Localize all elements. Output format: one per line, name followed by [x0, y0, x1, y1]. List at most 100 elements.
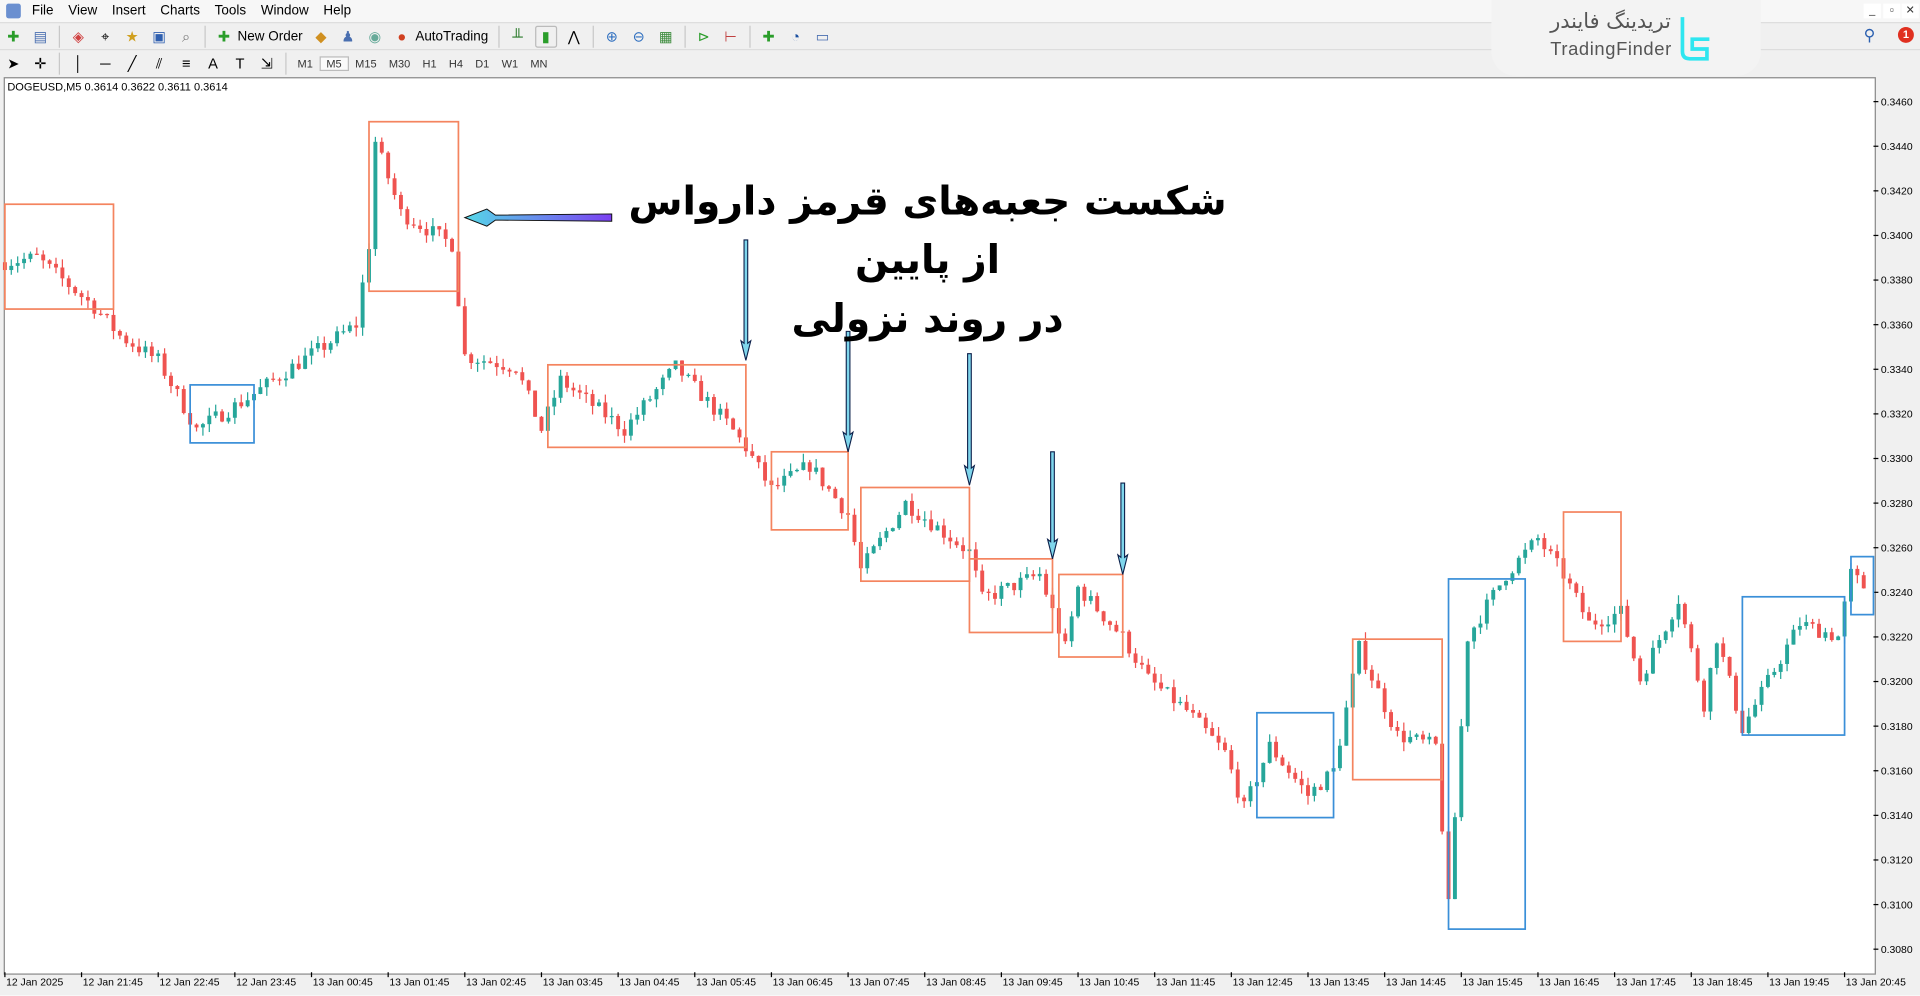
- chart-header: DOGEUSD,M5 0.3614 0.3622 0.3611 0.3614: [7, 80, 228, 94]
- candle-body: [1139, 662, 1144, 665]
- menu-help[interactable]: Help: [323, 3, 352, 19]
- candle-body: [1599, 624, 1604, 627]
- x-tick-label: 13 Jan 10:45: [1079, 978, 1139, 989]
- candle-body: [1312, 786, 1317, 796]
- candle-body: [156, 353, 161, 357]
- candle-body: [1171, 687, 1176, 704]
- autotrading-icon[interactable]: ●: [397, 28, 407, 46]
- candle-body: [628, 419, 633, 436]
- vertical-line-icon[interactable]: │: [73, 55, 83, 73]
- minimize-button[interactable]: _: [1863, 3, 1881, 19]
- candle-body: [954, 541, 959, 546]
- divider: [58, 52, 61, 75]
- navigator-icon[interactable]: ★: [125, 28, 139, 46]
- candle-body: [1389, 712, 1394, 728]
- candlestick-icon[interactable]: ▮: [534, 25, 557, 48]
- timeframe-h4[interactable]: H4: [448, 57, 463, 70]
- bar-chart-icon[interactable]: ╨: [512, 28, 523, 46]
- candle-body: [47, 260, 52, 264]
- menu-charts[interactable]: Charts: [160, 3, 200, 19]
- channel-icon[interactable]: ⫽: [155, 55, 163, 73]
- candle-body: [1452, 817, 1457, 900]
- candle-body: [1836, 636, 1841, 641]
- y-tick-label: 0.3120: [1881, 856, 1913, 867]
- candle-body: [1727, 656, 1732, 676]
- trendline-icon[interactable]: ╱: [127, 55, 137, 73]
- periods-icon[interactable]: ◔: [791, 28, 801, 46]
- menu-view[interactable]: View: [68, 3, 98, 19]
- metaeditor-icon[interactable]: ◆: [315, 28, 327, 46]
- menu-tools[interactable]: Tools: [214, 3, 247, 19]
- cursor-icon[interactable]: ➤: [7, 55, 20, 73]
- indicators-icon[interactable]: ✚: [762, 28, 775, 46]
- timeframe-mn[interactable]: MN: [530, 57, 548, 70]
- timeframe-m5[interactable]: M5: [318, 56, 350, 72]
- timeframe-m15[interactable]: M15: [355, 57, 377, 70]
- candle-body: [1516, 557, 1521, 574]
- annotation-line-2: در روند نزولی: [791, 295, 1064, 342]
- timeframe-h1[interactable]: H1: [422, 57, 437, 70]
- candle-body: [1695, 648, 1700, 681]
- templates-icon[interactable]: ▭: [815, 28, 830, 46]
- strategy-tester-icon[interactable]: ⌕: [181, 28, 191, 46]
- x-tick-label: 13 Jan 07:45: [849, 978, 909, 989]
- candle-body: [98, 313, 103, 315]
- market-icon[interactable]: ◉: [368, 28, 382, 46]
- data-window-icon[interactable]: ⌖: [101, 28, 110, 46]
- menu-window[interactable]: Window: [260, 3, 309, 19]
- close-button[interactable]: ✕: [1901, 3, 1919, 19]
- terminal-icon[interactable]: ▣: [152, 28, 167, 46]
- text-label-icon[interactable]: T: [235, 55, 245, 73]
- timeframe-d1[interactable]: D1: [475, 57, 490, 70]
- horizontal-line-icon[interactable]: ─: [100, 55, 111, 73]
- fibonacci-icon[interactable]: ≡: [181, 55, 191, 73]
- candle-body: [398, 194, 403, 210]
- candle-body: [226, 417, 231, 422]
- chart-shift-icon[interactable]: ⊢: [724, 28, 738, 46]
- new-order-icon[interactable]: ✚: [217, 28, 231, 46]
- zoom-out-icon[interactable]: ⊖: [632, 28, 646, 46]
- candle-body: [418, 225, 423, 229]
- candle-body: [1580, 592, 1585, 613]
- app-icon: [6, 3, 21, 19]
- autotrading-button[interactable]: AutoTrading: [415, 29, 489, 45]
- profiles-icon[interactable]: ▤: [33, 28, 48, 46]
- candle-body: [641, 400, 646, 415]
- candle-body: [1325, 771, 1330, 791]
- auto-scroll-icon[interactable]: ⊳: [697, 28, 710, 46]
- tile-windows-icon[interactable]: ▦: [658, 28, 673, 46]
- text-icon[interactable]: A: [208, 55, 218, 73]
- menu-file[interactable]: File: [31, 3, 54, 19]
- candle-body: [85, 297, 90, 301]
- candle-body: [1024, 574, 1029, 578]
- x-tick-label: 13 Jan 05:45: [696, 978, 756, 989]
- candle-body: [1548, 549, 1553, 552]
- candle-body: [973, 549, 978, 571]
- timeframe-m30[interactable]: M30: [388, 57, 411, 70]
- notification-badge[interactable]: 1: [1897, 26, 1914, 43]
- signals-icon[interactable]: ♟: [341, 28, 355, 46]
- line-chart-icon[interactable]: ⋀: [567, 28, 580, 46]
- candle-body: [1203, 717, 1208, 729]
- candle-body: [1427, 736, 1432, 740]
- candle-body: [935, 525, 940, 531]
- crosshair-icon[interactable]: ✛: [34, 55, 47, 73]
- candle-body: [424, 228, 429, 236]
- zoom-in-icon[interactable]: ⊕: [605, 28, 619, 46]
- candle-body: [200, 424, 205, 428]
- new-chart-icon[interactable]: ✚: [7, 28, 20, 46]
- arrows-icon[interactable]: ⇲: [260, 55, 274, 73]
- menu-insert[interactable]: Insert: [111, 3, 146, 19]
- timeframe-m1[interactable]: M1: [297, 57, 313, 70]
- candle-body: [1440, 743, 1445, 832]
- new-order-button[interactable]: New Order: [237, 29, 303, 45]
- candle-body: [526, 380, 531, 391]
- candle-body: [533, 390, 538, 417]
- search-icon[interactable]: ⚲: [1863, 25, 1876, 45]
- market-watch-icon[interactable]: ◈: [72, 28, 85, 46]
- candle-body: [686, 374, 691, 377]
- restore-button[interactable]: ▫: [1883, 3, 1901, 19]
- timeframe-w1[interactable]: W1: [501, 57, 519, 70]
- y-tick-label: 0.3200: [1881, 677, 1913, 688]
